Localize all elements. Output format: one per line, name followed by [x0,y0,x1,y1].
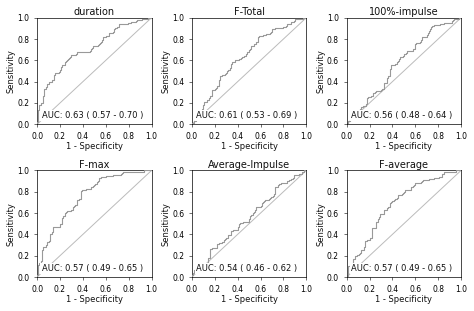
Title: duration: duration [74,7,115,17]
Text: AUC: 0.61 ( 0.53 - 0.69 ): AUC: 0.61 ( 0.53 - 0.69 ) [196,111,298,120]
X-axis label: 1 - Specificity: 1 - Specificity [375,142,432,151]
Y-axis label: Sensitivity: Sensitivity [7,202,16,246]
X-axis label: 1 - Specificity: 1 - Specificity [375,295,432,304]
X-axis label: 1 - Specificity: 1 - Specificity [66,142,123,151]
Y-axis label: Sensitivity: Sensitivity [162,49,171,93]
Text: AUC: 0.57 ( 0.49 - 0.65 ): AUC: 0.57 ( 0.49 - 0.65 ) [351,264,452,273]
Text: AUC: 0.54 ( 0.46 - 0.62 ): AUC: 0.54 ( 0.46 - 0.62 ) [196,264,298,273]
Title: F-Total: F-Total [234,7,264,17]
Y-axis label: Sensitivity: Sensitivity [162,202,171,246]
Text: AUC: 0.57 ( 0.49 - 0.65 ): AUC: 0.57 ( 0.49 - 0.65 ) [42,264,143,273]
X-axis label: 1 - Specificity: 1 - Specificity [220,295,278,304]
Y-axis label: Sensitivity: Sensitivity [317,202,326,246]
Title: F-average: F-average [379,160,428,170]
X-axis label: 1 - Specificity: 1 - Specificity [66,295,123,304]
Y-axis label: Sensitivity: Sensitivity [7,49,16,93]
Text: AUC: 0.56 ( 0.48 - 0.64 ): AUC: 0.56 ( 0.48 - 0.64 ) [351,111,453,120]
Title: Average-Impulse: Average-Impulse [208,160,290,170]
Y-axis label: Sensitivity: Sensitivity [317,49,326,93]
X-axis label: 1 - Specificity: 1 - Specificity [220,142,278,151]
Title: 100%-impulse: 100%-impulse [369,7,438,17]
Text: AUC: 0.63 ( 0.57 - 0.70 ): AUC: 0.63 ( 0.57 - 0.70 ) [42,111,143,120]
Title: F-max: F-max [79,160,109,170]
